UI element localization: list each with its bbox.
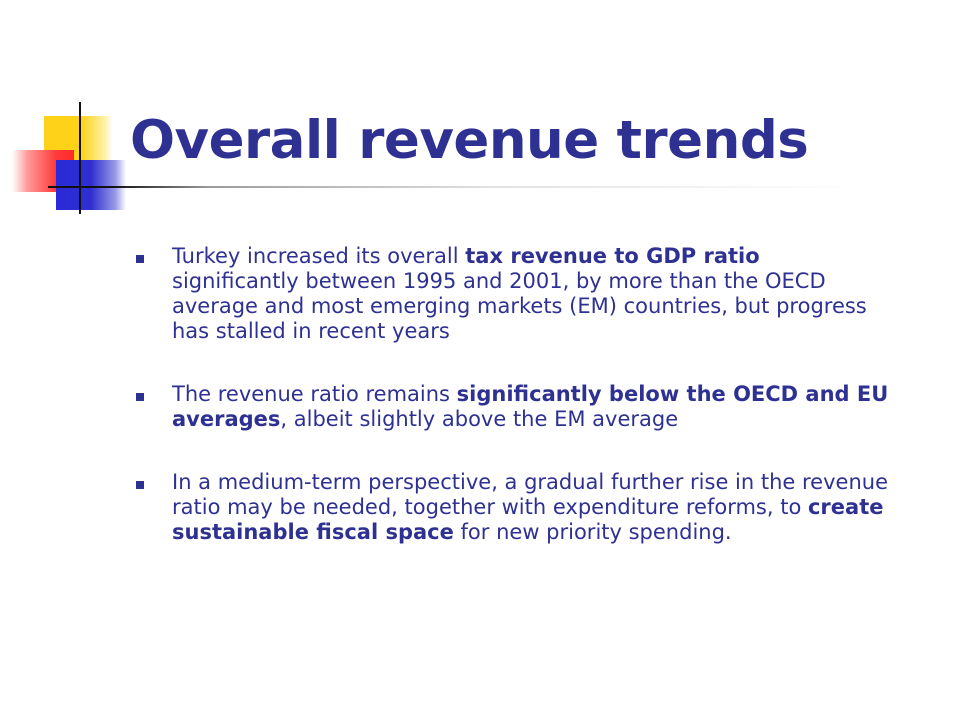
- bullet-text: Turkey increased its overall tax revenue…: [172, 244, 892, 344]
- bullet-list: Turkey increased its overall tax revenue…: [132, 244, 892, 545]
- title-decoration-logo: [0, 0, 140, 220]
- vertical-rule-decoration: [79, 102, 81, 214]
- title-underline-rule: [48, 186, 860, 188]
- bold-text-run: significantly below the OECD and EU aver…: [172, 382, 889, 431]
- bullet-item-2: The revenue ratio remains significantly …: [132, 382, 892, 432]
- square-bullet-icon: [136, 481, 144, 489]
- bullet-item-3: In a medium-term perspective, a gradual …: [132, 470, 892, 545]
- text-run: Turkey increased its overall: [172, 244, 466, 268]
- text-run: In a medium-term perspective, a gradual …: [172, 470, 888, 519]
- slide-title: Overall revenue trends: [130, 110, 809, 171]
- bold-text-run: tax revenue to GDP ratio: [465, 244, 760, 268]
- text-run: significantly between 1995 and 2001, by …: [172, 269, 867, 343]
- blue-square-decoration: [56, 160, 126, 210]
- text-run: The revenue ratio remains: [172, 382, 457, 406]
- text-run: for new priority spending.: [453, 520, 732, 544]
- bullet-text: The revenue ratio remains significantly …: [172, 382, 892, 432]
- bullet-item-1: Turkey increased its overall tax revenue…: [132, 244, 892, 344]
- text-run: , albeit slightly above the EM average: [280, 407, 679, 431]
- square-bullet-icon: [136, 393, 144, 401]
- bullet-text: In a medium-term perspective, a gradual …: [172, 470, 892, 545]
- square-bullet-icon: [136, 255, 144, 263]
- bold-text-run: create sustainable fiscal space: [172, 495, 884, 544]
